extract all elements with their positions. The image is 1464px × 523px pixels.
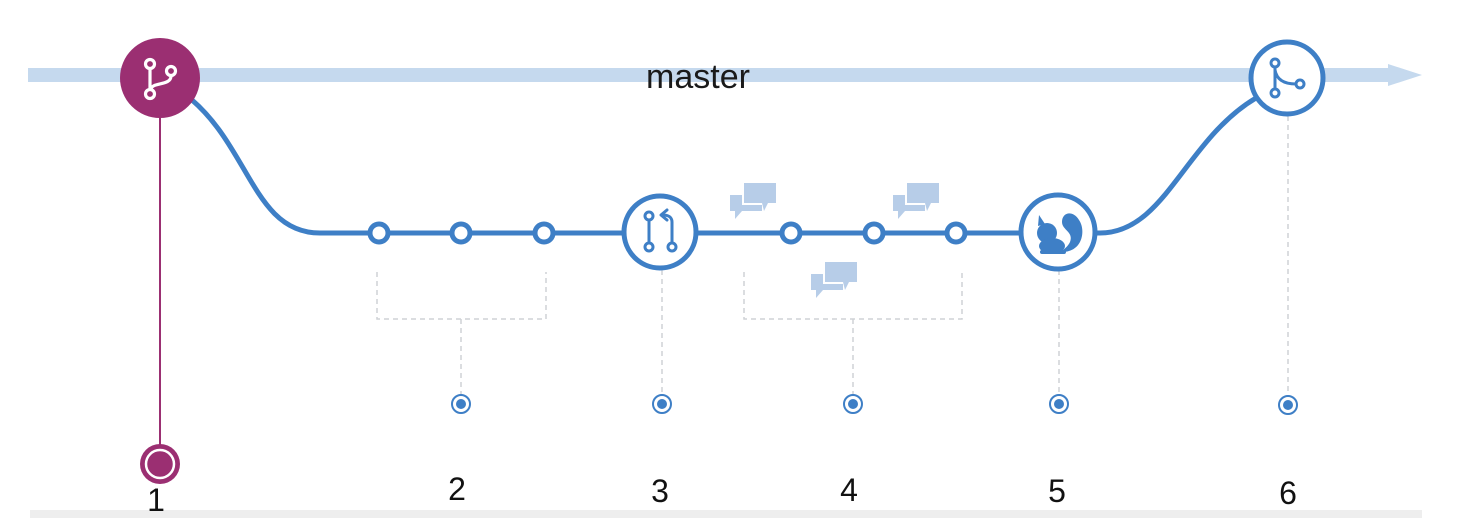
step-marker-4: [843, 394, 863, 414]
commit-node: [862, 221, 886, 245]
bottom-band: [30, 510, 1422, 518]
git-branch-icon: [143, 57, 178, 101]
step-markers: [140, 394, 1298, 484]
branch-start-node: [120, 38, 200, 118]
squirrel-icon: [1037, 213, 1083, 254]
dashed-connectors: [376, 116, 1289, 397]
discussion-comments: [730, 183, 939, 298]
step-numbers: 1 2 3 4 5 6: [147, 471, 1297, 518]
comment-bubbles-icon: [893, 183, 939, 219]
merge-node: [1248, 39, 1326, 117]
step-number-1: 1: [147, 482, 165, 518]
commit-nodes: [367, 221, 968, 245]
step-number-5: 5: [1048, 473, 1066, 509]
master-arrowhead: [1388, 64, 1422, 86]
master-label: master: [646, 58, 750, 96]
step-marker-3: [652, 394, 672, 414]
commit-node: [367, 221, 391, 245]
feature-branch-line: [190, 95, 1258, 236]
commit-node: [944, 221, 968, 245]
comment-bubbles-icon: [811, 262, 857, 298]
comment-bubbles-icon: [730, 183, 776, 219]
pull-request-node: [621, 193, 699, 271]
step-marker-1: [140, 444, 180, 484]
step-number-4: 4: [840, 472, 858, 508]
commit-node: [532, 221, 556, 245]
pull-request-icon: [643, 208, 678, 253]
commit-node: [779, 221, 803, 245]
step-number-6: 6: [1279, 475, 1297, 511]
merge-icon: [1269, 57, 1306, 99]
step-marker-6: [1278, 395, 1298, 415]
step-number-3: 3: [651, 473, 669, 509]
step-marker-5: [1049, 394, 1069, 414]
commit-node: [449, 221, 473, 245]
deploy-node: [1018, 192, 1098, 272]
commits-bracket: [376, 272, 547, 320]
step-number-2: 2: [448, 471, 466, 507]
step-marker-2: [451, 394, 471, 414]
